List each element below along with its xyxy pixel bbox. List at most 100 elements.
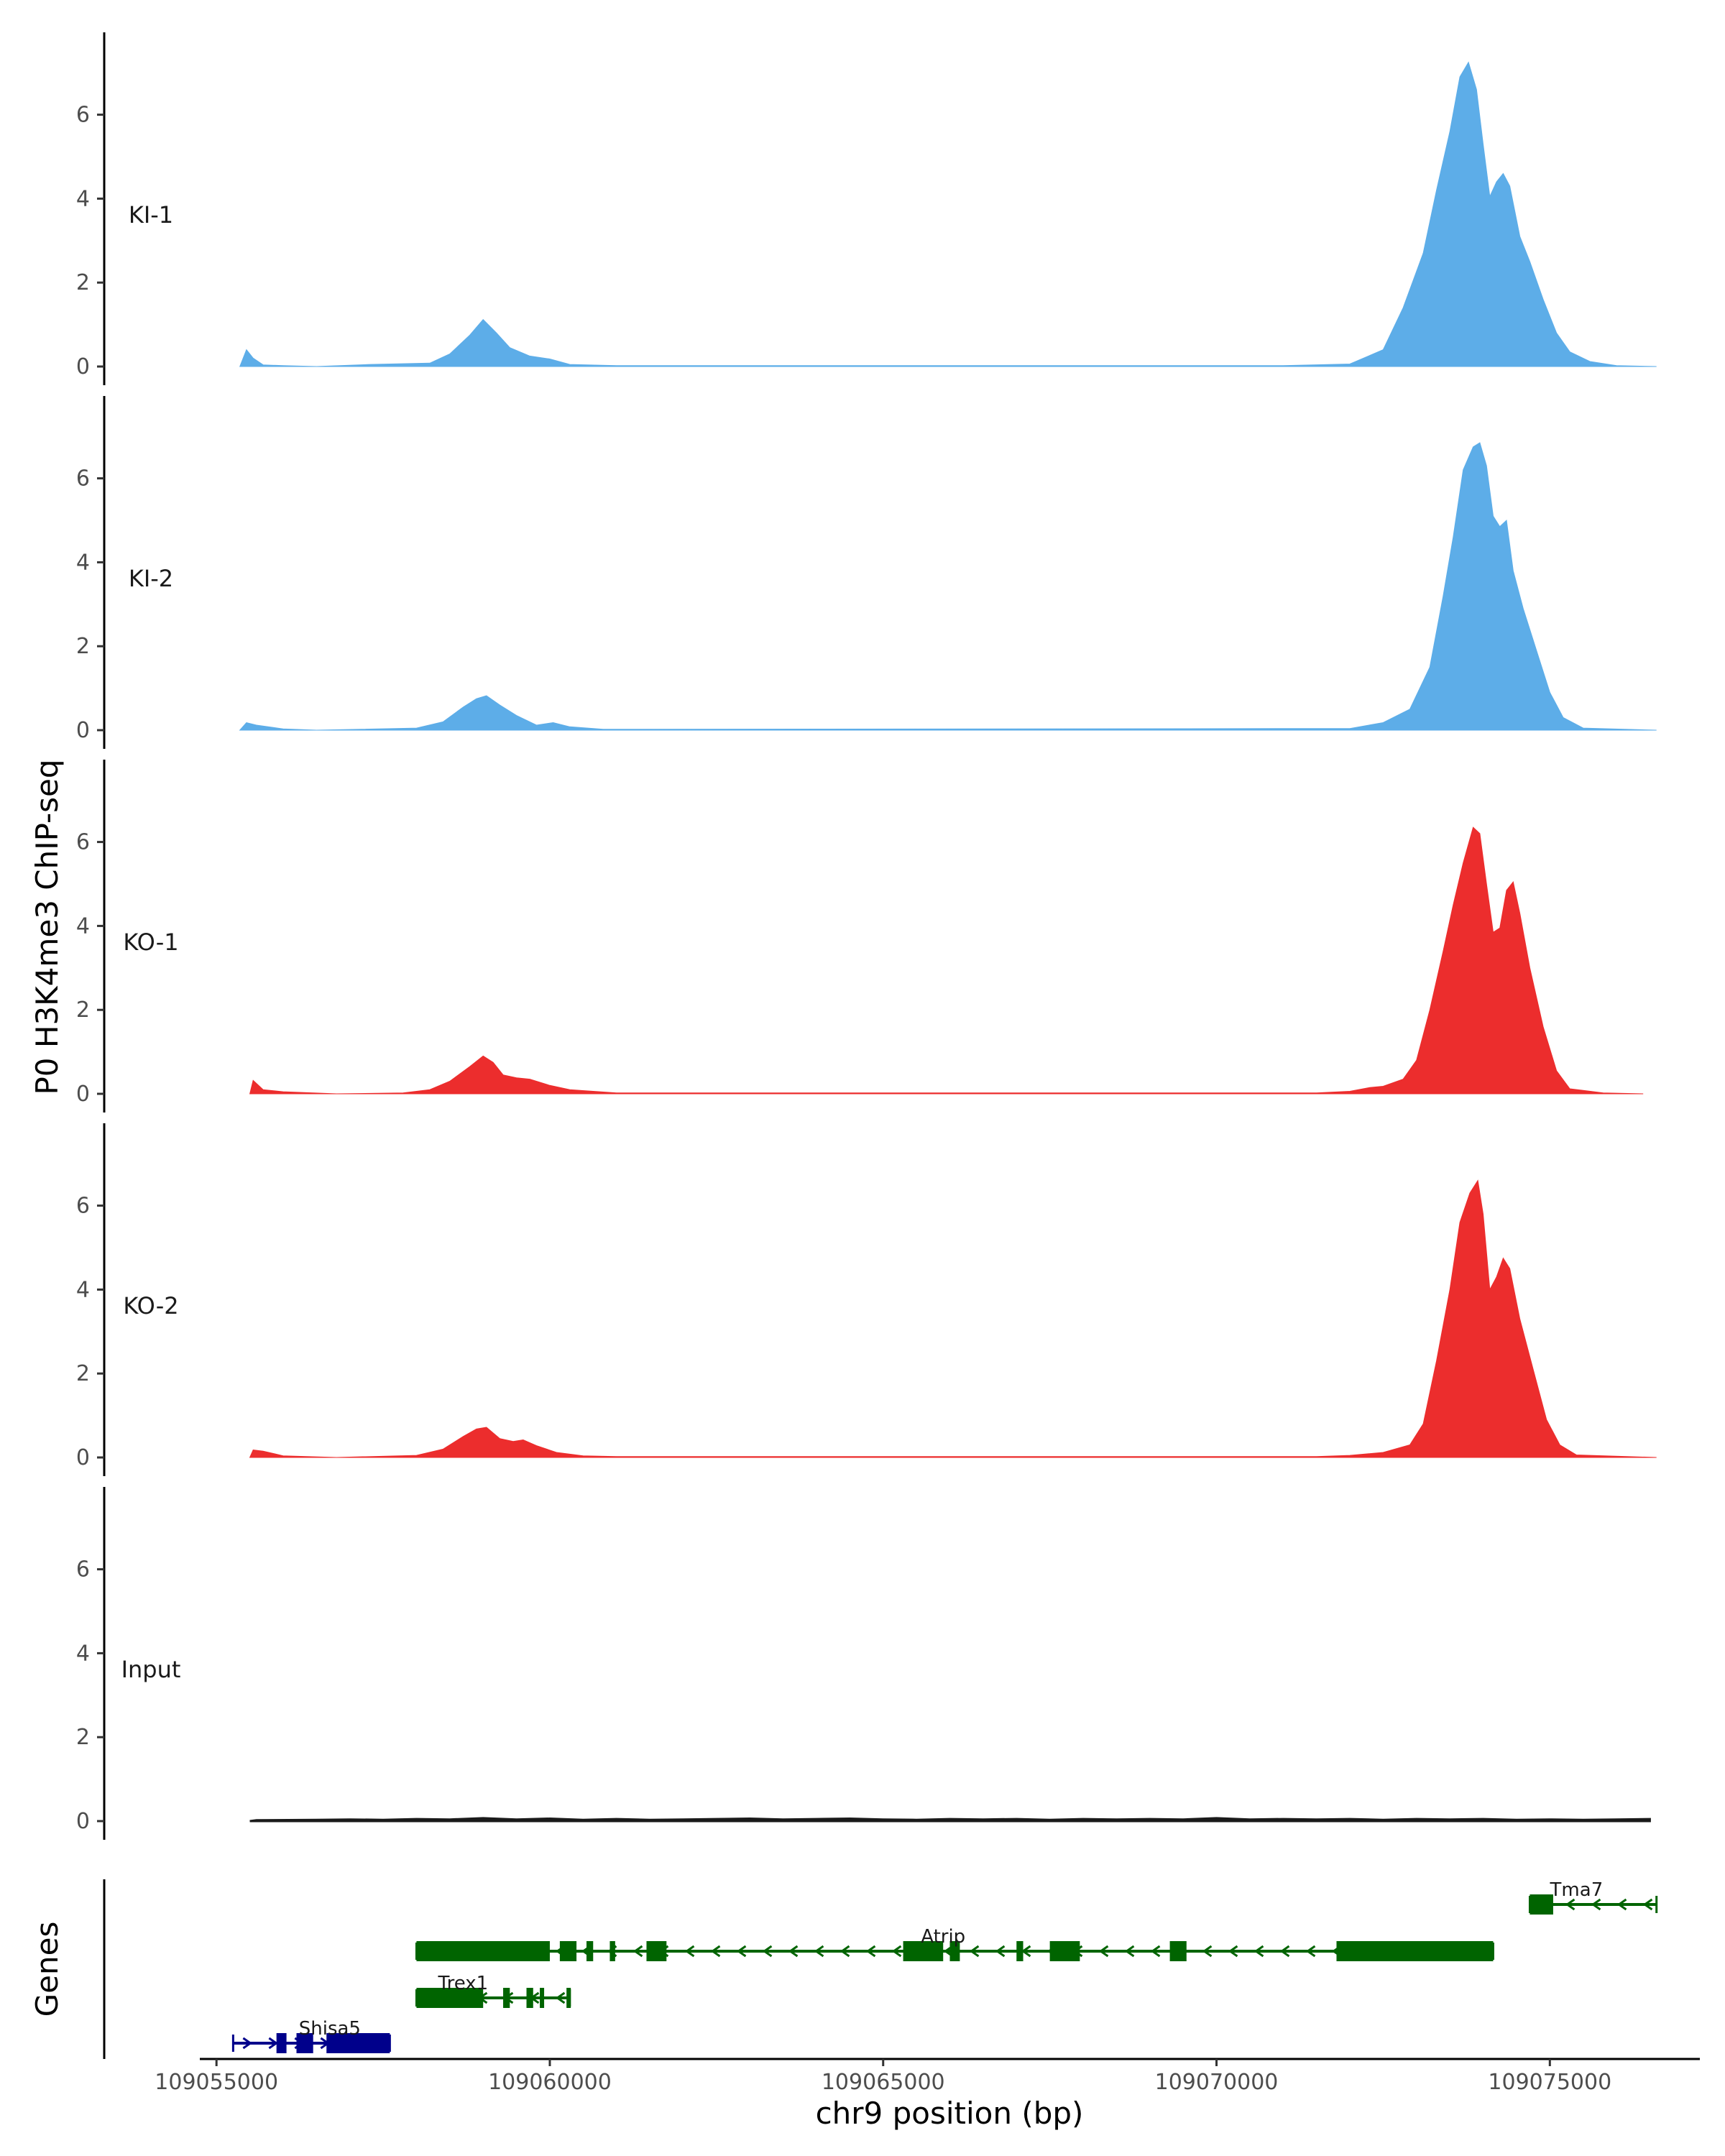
strand-arrow — [1642, 1898, 1653, 1911]
y-axis-title: P0 H3K4me3 ChIP-seq — [29, 759, 65, 1095]
gene-exon — [503, 1988, 510, 2008]
strand-arrow — [736, 1945, 747, 1958]
gene-exon — [949, 1941, 960, 1961]
y-tick-label: 0 — [76, 1082, 90, 1107]
y-tick-label: 4 — [76, 1277, 90, 1302]
strand-arrow — [762, 1945, 773, 1958]
gene-exon — [326, 2033, 390, 2053]
strand-arrow — [995, 1945, 1006, 1958]
gene-exon — [540, 1988, 545, 2008]
y-tick-label: 6 — [76, 1194, 90, 1219]
gene-exon — [566, 1988, 571, 2008]
gene-trex1: Trex1 — [415, 1973, 571, 2008]
gene-label: Atrip — [921, 1926, 965, 1948]
x-axis-title: chr9 position (bp) — [816, 2096, 1084, 2131]
gene-shisa5: Shisa5 — [231, 2018, 391, 2053]
genes-track: Genes Tma7 Atrip Trex1 Shisa5 — [29, 1879, 1658, 2059]
signal-area — [239, 61, 1657, 367]
track-label: Input — [121, 1656, 181, 1683]
strand-arrow — [268, 2037, 278, 2050]
y-tick-label: 0 — [76, 718, 90, 743]
y-tick-label: 2 — [76, 998, 90, 1023]
signal-tracks: 0 2 4 6 KI-1 0 2 4 6 KI-2 0 2 4 6 KO-1 0 2 4 6 KO-2 0 2 4 6 Inpu… — [76, 32, 1657, 1840]
y-tick-label: 2 — [76, 634, 90, 659]
x-tick-label: 109055000 — [155, 2070, 278, 2095]
strand-arrow — [1565, 1898, 1576, 1911]
y-tick-label: 6 — [76, 103, 90, 128]
strand-arrow — [632, 1945, 643, 1958]
track-ko-2: 0 2 4 6 KO-2 — [76, 1123, 1657, 1476]
track-label: KO-2 — [123, 1292, 178, 1319]
track-ki-2: 0 2 4 6 KI-2 — [76, 396, 1657, 749]
strand-arrow — [840, 1945, 850, 1958]
gene-exon — [276, 2033, 287, 2053]
x-tick-label: 109070000 — [1155, 2070, 1279, 2095]
y-tick-label: 2 — [76, 1361, 90, 1386]
gene-exon — [1169, 1941, 1187, 1961]
gene-atrip: Atrip — [415, 1926, 1494, 1961]
genes-track-label: Genes — [29, 1922, 65, 2017]
track-ki-1: 0 2 4 6 KI-1 — [76, 32, 1657, 385]
x-tick-label: 109060000 — [488, 2070, 612, 2095]
strand-arrow — [969, 1945, 980, 1958]
strand-arrow — [555, 1991, 566, 2004]
track-label: KI-1 — [129, 201, 173, 229]
signal-area — [249, 826, 1644, 1095]
gene-exon — [586, 1941, 594, 1961]
y-tick-label: 6 — [76, 466, 90, 492]
x-tick-label: 109075000 — [1488, 2070, 1611, 2095]
gene-label: Trex1 — [438, 1973, 489, 1994]
strand-arrow — [1124, 1945, 1135, 1958]
strand-arrow — [1150, 1945, 1161, 1958]
gene-exon — [559, 1941, 577, 1961]
strand-arrow — [1616, 1898, 1627, 1911]
gene-exon — [1049, 1941, 1080, 1961]
gene-label: Shisa5 — [299, 2018, 361, 2040]
track-ko-1: 0 2 4 6 KO-1 — [76, 760, 1644, 1112]
x-tick-label: 109065000 — [822, 2070, 945, 2095]
y-tick-label: 0 — [76, 1809, 90, 1834]
gene-exon — [416, 1941, 550, 1961]
gene-exon — [526, 1988, 533, 2008]
strand-arrow — [1202, 1945, 1213, 1958]
strand-arrow — [684, 1945, 695, 1958]
signal-area — [239, 442, 1657, 731]
track-input: 0 2 4 6 Input — [76, 1487, 1651, 1840]
y-tick-label: 6 — [76, 830, 90, 855]
y-tick-label: 4 — [76, 550, 90, 575]
strand-arrow — [1591, 1898, 1601, 1911]
strand-arrow — [1279, 1945, 1290, 1958]
signal-area — [249, 1179, 1657, 1458]
strand-arrow — [710, 1945, 721, 1958]
y-tick-label: 0 — [76, 354, 90, 379]
track-label: KI-2 — [129, 565, 173, 592]
strand-arrow — [865, 1945, 876, 1958]
strand-arrow — [814, 1945, 824, 1958]
x-axis: 109055000 109060000 109065000 109070000 1090… — [155, 2058, 1700, 2095]
y-tick-label: 0 — [76, 1445, 90, 1470]
signal-area — [249, 1817, 1651, 1823]
y-tick-label: 4 — [76, 186, 90, 211]
gene-exon — [903, 1941, 944, 1961]
y-tick-label: 4 — [76, 1641, 90, 1666]
y-tick-label: 2 — [76, 1725, 90, 1750]
gene-exon — [416, 1988, 484, 2008]
gene-exon — [1016, 1941, 1024, 1961]
y-tick-label: 4 — [76, 913, 90, 939]
track-label: KO-1 — [123, 929, 178, 956]
gene-exon — [1336, 1941, 1494, 1961]
y-tick-label: 6 — [76, 1557, 90, 1583]
strand-arrow — [1228, 1945, 1238, 1958]
strand-arrow — [788, 1945, 799, 1958]
gene-exon — [610, 1941, 615, 1961]
gene-exon — [296, 2033, 313, 2053]
strand-arrow — [1254, 1945, 1264, 1958]
gene-tma7: Tma7 — [1528, 1879, 1658, 1915]
y-tick-label: 2 — [76, 270, 90, 295]
gene-exon — [1530, 1894, 1553, 1915]
strand-arrow — [242, 2037, 252, 2050]
strand-arrow — [1305, 1945, 1316, 1958]
gene-exon — [646, 1941, 667, 1961]
strand-arrow — [891, 1945, 902, 1958]
